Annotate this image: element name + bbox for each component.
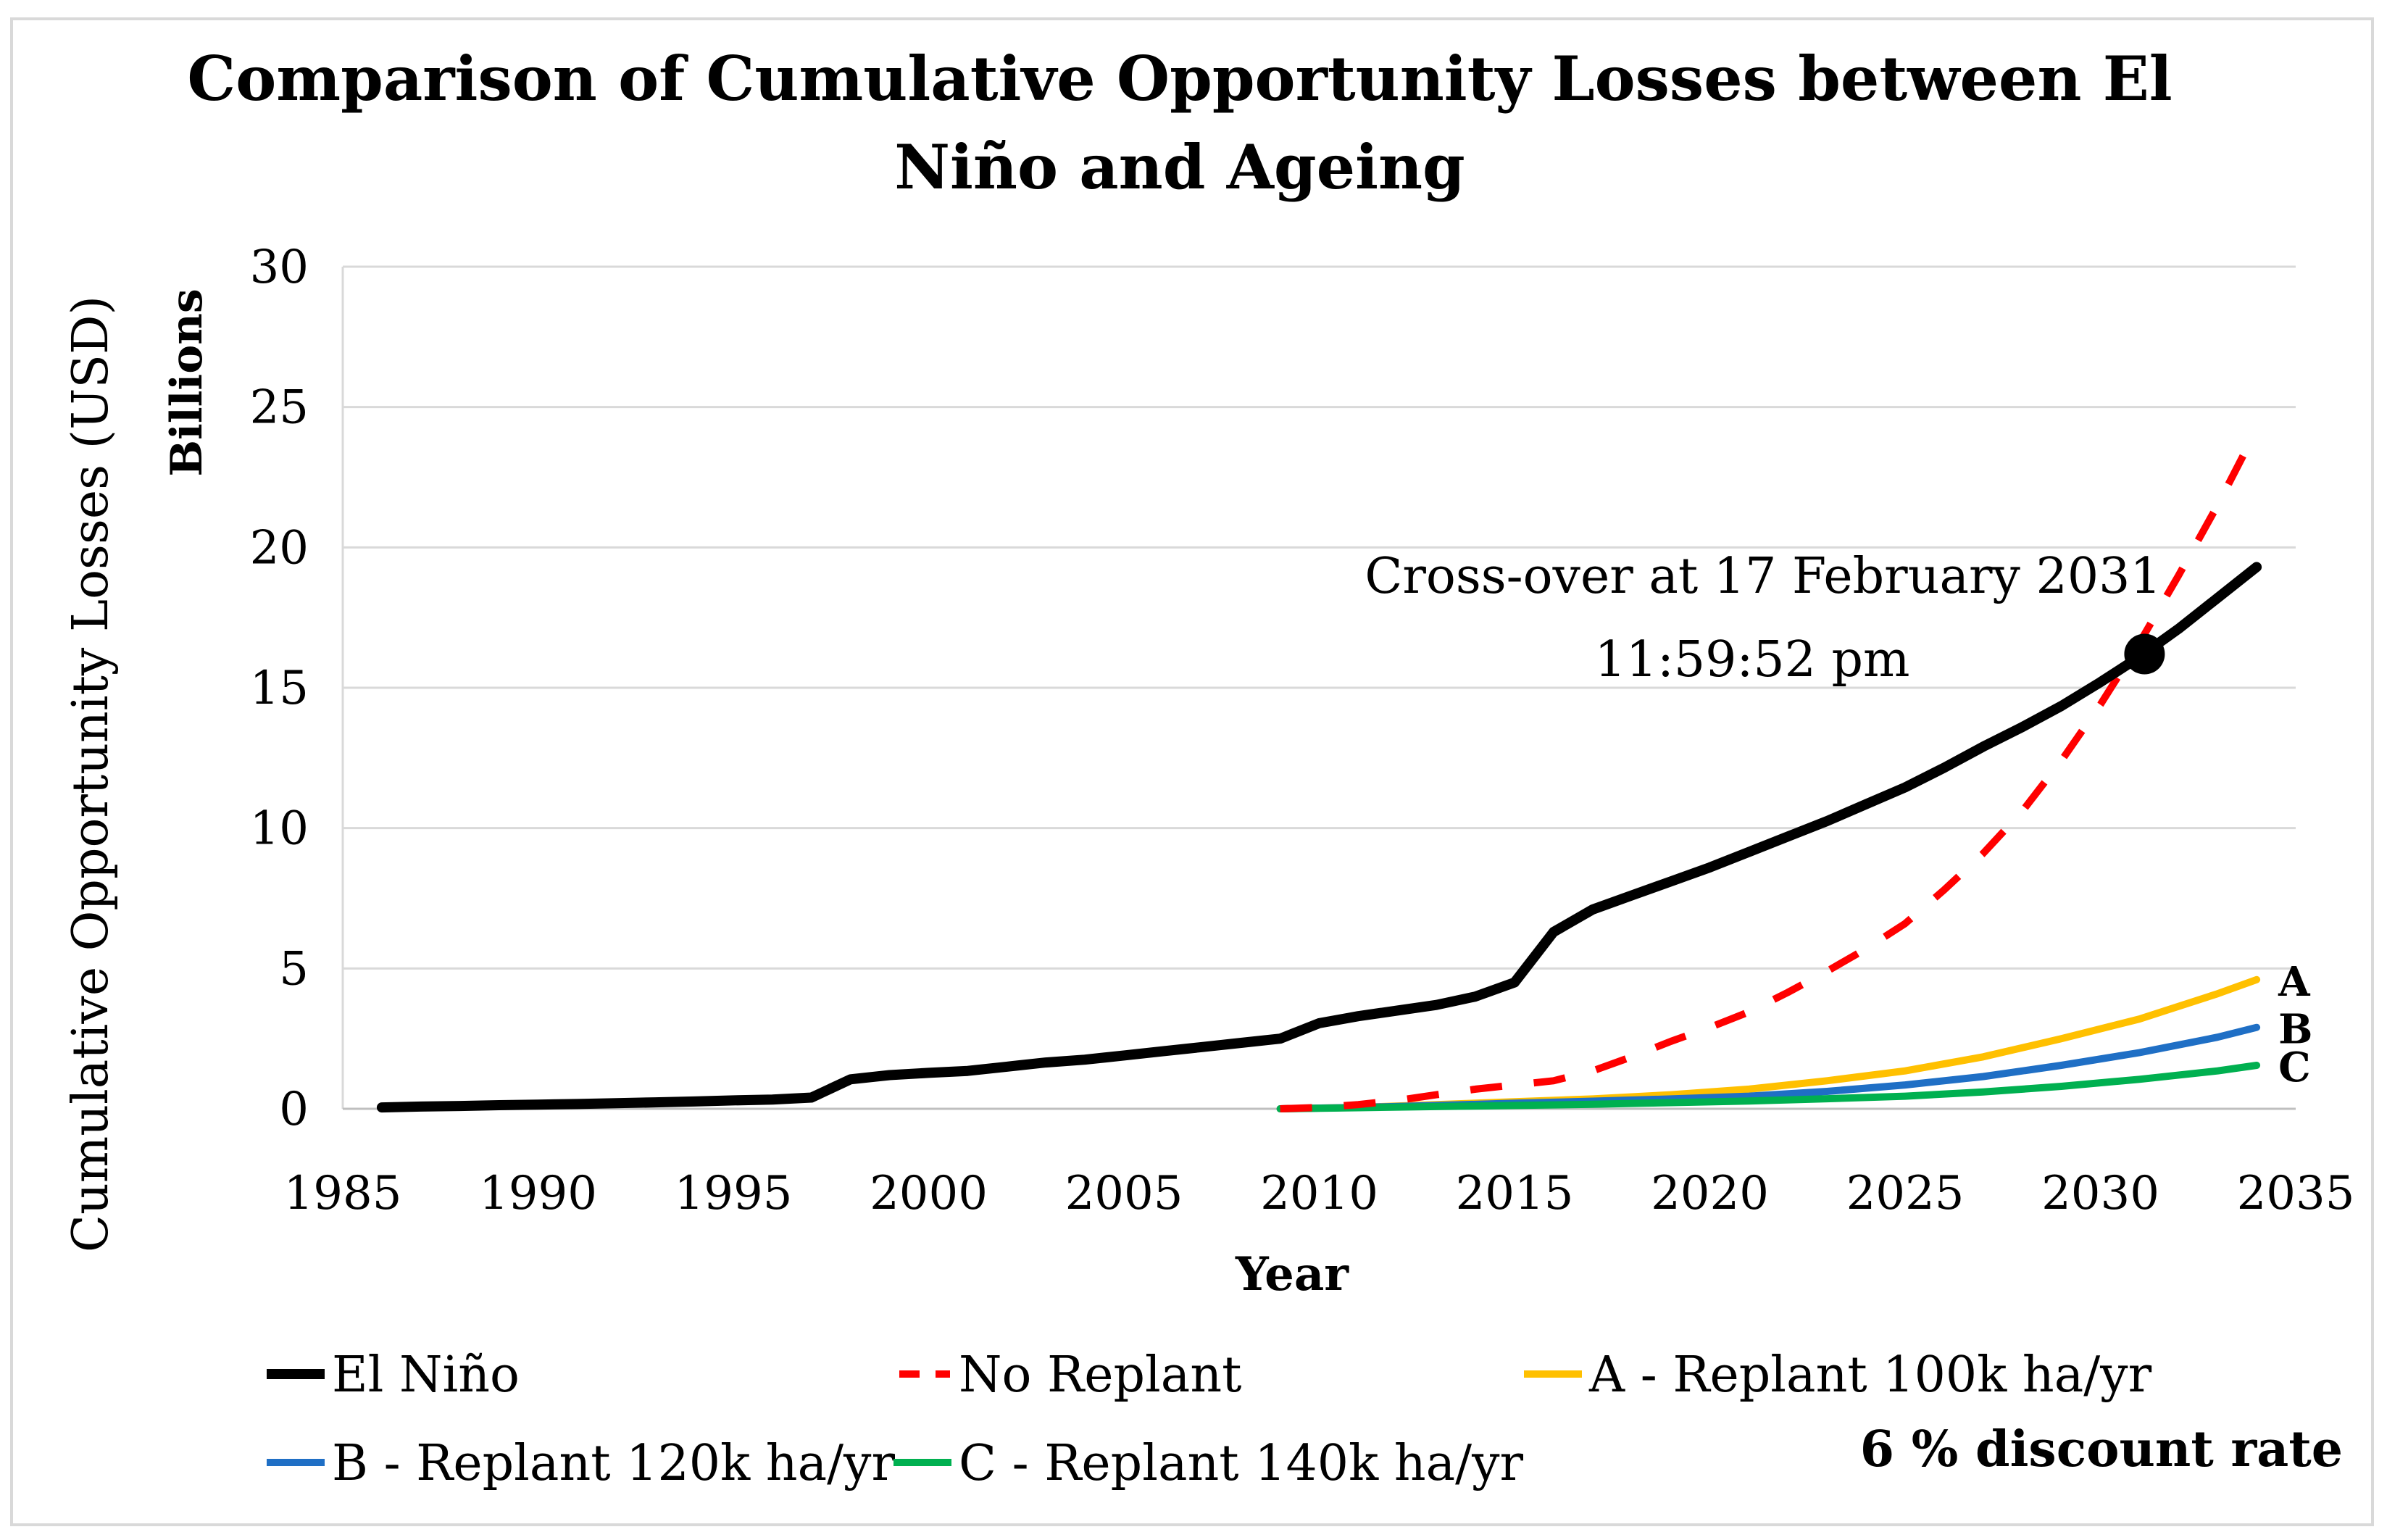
x-tick-label: 2010 — [1260, 1167, 1378, 1220]
x-tick-label: 2030 — [2041, 1167, 2159, 1220]
series-end-labels: ABC — [2278, 958, 2312, 1091]
x-tick-label: 2035 — [2237, 1167, 2355, 1220]
legend-label: No Replant — [959, 1347, 1241, 1404]
end-label-a: A — [2278, 958, 2311, 1006]
series-line-c-replant-140k-ha-yr — [1276, 1062, 2261, 1112]
y-axis-units: Billions — [162, 288, 212, 476]
series-lines — [376, 428, 2262, 1113]
x-tick-label: 2025 — [1846, 1167, 1965, 1220]
legend: El Niño No Replant A - Replant 100k ha/yr B… — [267, 1347, 2152, 1492]
legend-label: El Niño — [332, 1347, 520, 1404]
x-tick-label: 1985 — [284, 1167, 402, 1220]
x-tick-label: 2020 — [1651, 1167, 1769, 1220]
y-tick-labels: 0 5 10 15 20 25 30 — [250, 241, 309, 1136]
series-line-el-ni-o — [376, 562, 2262, 1113]
y-tick-label: 30 — [250, 241, 309, 294]
crossover-label-line2: 11:59:52 pm — [1594, 631, 1909, 688]
x-tick-label: 1990 — [479, 1167, 597, 1220]
gridlines — [343, 265, 2296, 970]
y-tick-label: 10 — [250, 802, 309, 856]
discount-rate-note: 6 % discount rate — [1860, 1420, 2343, 1478]
legend-label: B - Replant 120k ha/yr — [332, 1435, 895, 1492]
chart-title-line2: Niño and Ageing — [894, 131, 1465, 203]
crossover-point — [2124, 633, 2165, 675]
y-tick-label: 5 — [279, 942, 309, 996]
series-line-a-replant-100k-ha-yr — [1276, 975, 2261, 1112]
y-tick-label: 25 — [250, 381, 309, 435]
x-tick-label: 2015 — [1456, 1167, 1574, 1220]
end-label-c: C — [2278, 1044, 2311, 1091]
chart-title-line1: Comparison of Cumulative Opportunity Los… — [187, 43, 2172, 115]
crossover-label-line1: Cross-over at 17 February 2031 — [1365, 548, 2161, 605]
y-tick-label: 15 — [250, 662, 309, 715]
x-tick-labels: 1985 1990 1995 2000 2005 2010 2015 2020 2025 2030… — [284, 1167, 2355, 1220]
end-label-b: B — [2278, 1006, 2312, 1054]
chart-frame: Comparison of Cumulative Opportunity Los… — [10, 17, 2374, 1526]
x-axis-title: Year — [1235, 1247, 1349, 1302]
annotation-marks — [2124, 633, 2165, 675]
x-tick-label: 2005 — [1065, 1167, 1183, 1220]
x-tick-label: 2000 — [870, 1167, 988, 1220]
x-tick-label: 1995 — [675, 1167, 793, 1220]
y-tick-label: 20 — [250, 521, 309, 575]
y-axis-title: Cumulative Opportunity Losses (USD) — [62, 296, 120, 1252]
chart-svg: Comparison of Cumulative Opportunity Los… — [62, 43, 2355, 1492]
legend-label: A - Replant 100k ha/yr — [1588, 1347, 2152, 1404]
legend-label: C - Replant 140k ha/yr — [959, 1435, 1524, 1492]
y-tick-label: 0 — [279, 1083, 309, 1136]
